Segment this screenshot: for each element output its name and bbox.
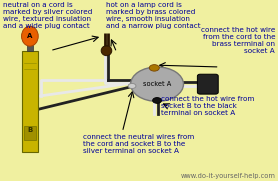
Text: A: A (27, 33, 33, 39)
Ellipse shape (22, 26, 38, 46)
Text: socket A: socket A (143, 81, 171, 87)
FancyBboxPatch shape (22, 51, 38, 152)
Circle shape (153, 98, 162, 103)
Text: B: B (27, 127, 33, 133)
Text: neutral on a cord is
marked by silver colored
wire, textured insulation
and a wi: neutral on a cord is marked by silver co… (3, 2, 92, 29)
Bar (24, 126, 36, 140)
Circle shape (128, 83, 136, 89)
Text: connect the hot wire
from the cord to the
brass terminal on
socket A: connect the hot wire from the cord to th… (201, 27, 275, 54)
Bar (197, 81, 201, 87)
Circle shape (131, 67, 183, 101)
Ellipse shape (101, 46, 112, 56)
Text: hot on a lamp cord is
marked by brass colored
wire, smooth insulation
and a narr: hot on a lamp cord is marked by brass co… (106, 2, 200, 29)
Bar (27, 45, 33, 51)
Text: www.do-it-yourself-help.com: www.do-it-yourself-help.com (180, 173, 275, 179)
Circle shape (149, 65, 159, 71)
Text: connect the hot wire from
socket B to the black
terminal on socket A: connect the hot wire from socket B to th… (161, 96, 255, 116)
Text: connect the neutral wires from
the cord and socket B to the
silver terminal on s: connect the neutral wires from the cord … (83, 134, 195, 154)
FancyBboxPatch shape (197, 74, 218, 94)
